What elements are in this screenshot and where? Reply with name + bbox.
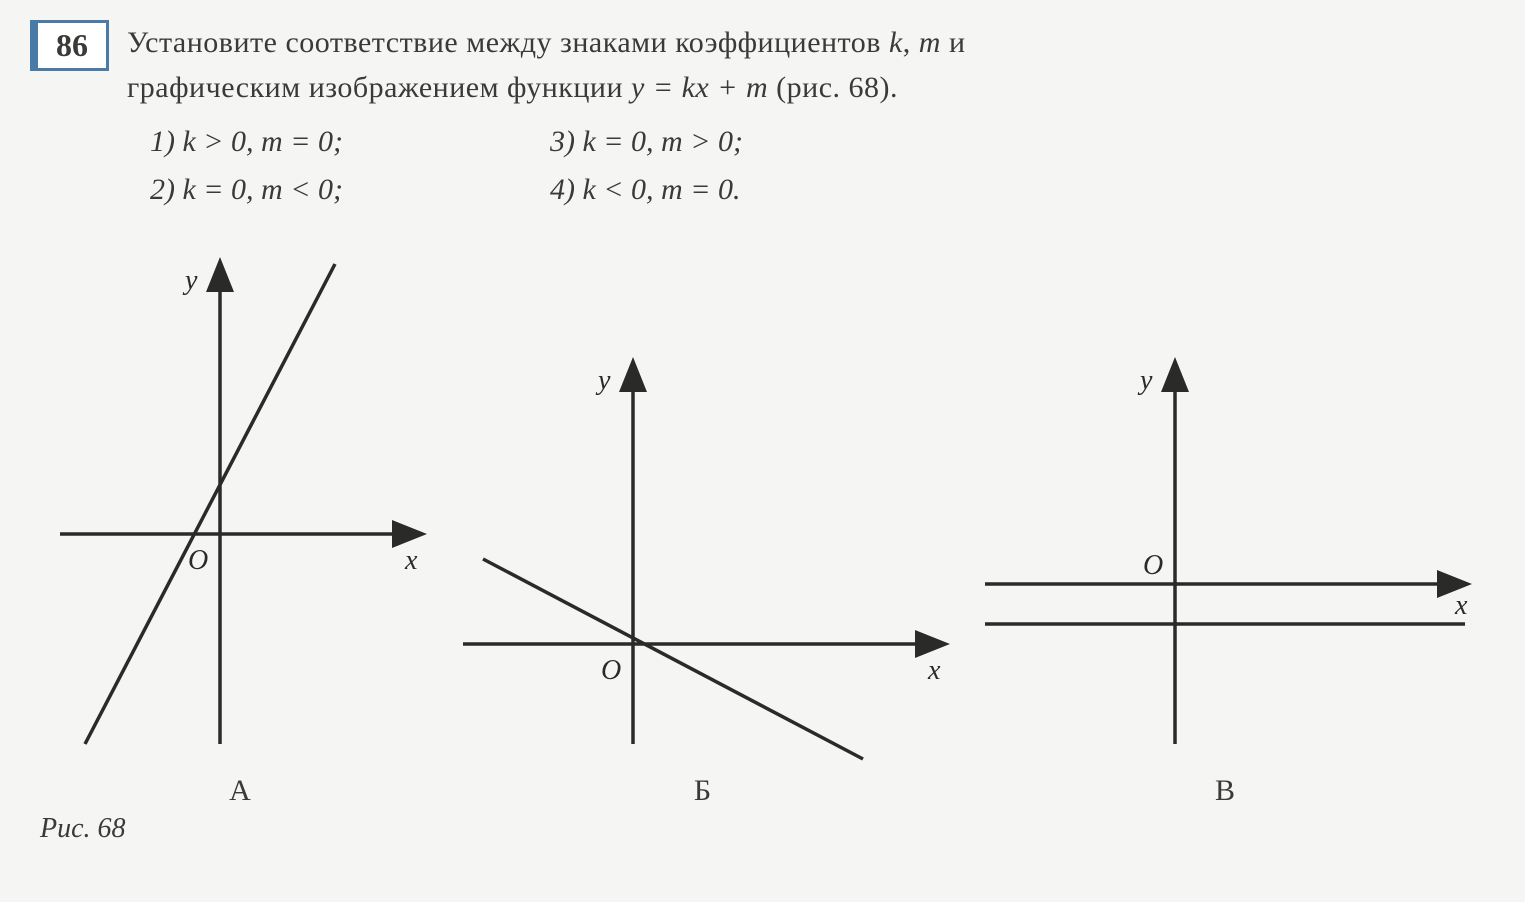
problem-text: Установите соответствие между знаками ко… [127, 20, 1495, 110]
comma: , [903, 26, 919, 59]
graph-b-label: Б [694, 774, 711, 808]
graph-b-x-label: x [927, 655, 941, 686]
problem-number: 86 [30, 20, 109, 71]
graph-a-wrapper: y x O А [40, 244, 440, 808]
graph-b-y-label: y [595, 365, 611, 396]
graph-c-label: В [1215, 774, 1235, 808]
func: y = kx + m [631, 71, 768, 104]
graph-a-label: А [229, 774, 251, 808]
graph-a-origin-label: O [188, 545, 208, 576]
figure-caption: Рис. 68 [40, 813, 1495, 845]
graph-c-x-label: x [1454, 590, 1468, 621]
and-word: и [941, 26, 966, 59]
graph-b: y x O [443, 344, 963, 764]
graph-a: y x O [40, 244, 440, 764]
problem-header: 86 Установите соответствие между знаками… [30, 20, 1495, 110]
graph-b-origin-label: O [601, 655, 621, 686]
option-2: 2) k = 0, m < 0; [150, 166, 550, 214]
text-part2: графическим изображением функции [127, 71, 631, 104]
options-row-2: 2) k = 0, m < 0; 4) k < 0, m = 0. [150, 166, 1495, 214]
graph-a-y-label: y [182, 265, 198, 296]
options-block: 1) k > 0, m = 0; 3) k = 0, m > 0; 2) k =… [150, 118, 1495, 214]
graph-a-x-label: x [404, 545, 418, 576]
fig-ref: (рис. 68). [768, 71, 898, 104]
option-4: 4) k < 0, m = 0. [550, 166, 740, 214]
text-part1: Установите соответствие между знаками ко… [127, 26, 889, 59]
option-3: 3) k = 0, m > 0; [550, 118, 743, 166]
var-m: m [919, 26, 941, 59]
options-row-1: 1) k > 0, m = 0; 3) k = 0, m > 0; [150, 118, 1495, 166]
graph-c-y-label: y [1137, 365, 1153, 396]
graph-c-wrapper: y x O В [965, 344, 1485, 808]
option-1: 1) k > 0, m = 0; [150, 118, 550, 166]
graphs-container: y x O А y x O Б [30, 244, 1495, 808]
graph-b-wrapper: y x O Б [443, 344, 963, 808]
graph-c: y x O [965, 344, 1485, 764]
graph-c-origin-label: O [1143, 550, 1163, 581]
var-k: k [889, 26, 903, 59]
